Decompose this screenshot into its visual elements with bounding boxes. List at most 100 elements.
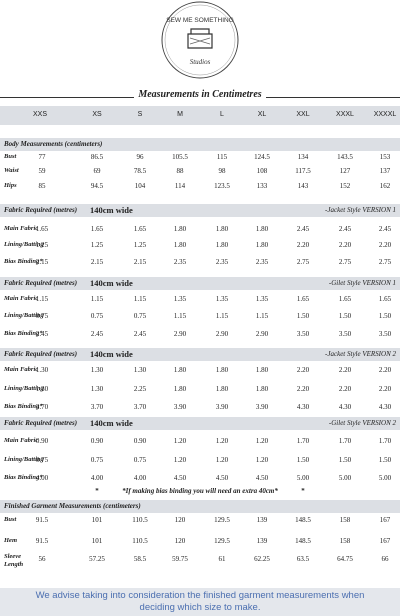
footer: We advise taking into consideration the … <box>35 590 365 613</box>
cell-value: 129.5 <box>214 537 230 545</box>
cell-value: 3.50 <box>338 330 352 338</box>
cell-value: 2.15 <box>35 258 49 266</box>
cell-value: 139 <box>256 516 268 524</box>
cell-value: 2.15 <box>90 258 104 266</box>
cell-value: 101 <box>91 516 103 524</box>
section-band <box>0 138 400 151</box>
cell-value: 98 <box>218 167 226 175</box>
cell-value: 143 <box>297 182 309 190</box>
cell-value: 0.75 <box>133 456 147 464</box>
cell-value: 105.5 <box>172 153 188 161</box>
cell-value: 1.30 <box>90 385 104 393</box>
cell-value: 133 <box>256 182 268 190</box>
cell-value: 158 <box>339 516 351 524</box>
cell-value: 2.75 <box>338 258 352 266</box>
garment-style: -Jacket Style VERSION 1 <box>325 206 396 214</box>
cell-value: 0.75 <box>90 456 104 464</box>
cell-value: 1.65 <box>296 295 310 303</box>
cell-value: 96 <box>136 153 144 161</box>
cell-value: 0.75 <box>133 312 147 320</box>
footer-band <box>0 588 400 616</box>
cell-value: 3.70 <box>133 403 147 411</box>
cell-value: 1.30 <box>35 366 49 374</box>
cell-value: 1.25 <box>35 241 49 249</box>
garment-style: -Gilet Style VERSION 2 <box>328 419 396 427</box>
cell-value: 1.65 <box>133 225 147 233</box>
cell-value: 1.50 <box>338 312 352 320</box>
cell-value: 162 <box>379 182 391 190</box>
fabric-width: 140cm wide <box>90 278 133 288</box>
cell-value: 1.50 <box>338 456 352 464</box>
cell-value: 1.80 <box>215 366 229 374</box>
cell-value: 94.5 <box>90 182 104 190</box>
row-label: Hem <box>4 537 17 544</box>
row-label: Main Fabric <box>4 366 39 373</box>
cell-value: 120 <box>174 537 186 545</box>
garment-style: -Gilet Style VERSION 1 <box>328 279 396 287</box>
garment-style: -Jacket Style VERSION 2 <box>325 350 396 358</box>
heading: Measurements in Centimetres <box>0 89 400 100</box>
cell-value: 120 <box>174 516 186 524</box>
heading-text: Measurements in Centimetres <box>134 89 266 100</box>
cell-value: 114 <box>174 182 186 190</box>
cell-value: 1.50 <box>378 456 392 464</box>
cell-value: 4.30 <box>378 403 392 411</box>
cell-value: 2.75 <box>378 258 392 266</box>
cell-value: 158 <box>339 537 351 545</box>
row-label: Main Fabric <box>4 295 39 302</box>
cell-value: 1.70 <box>338 437 352 445</box>
size-header: XXS <box>32 111 48 118</box>
cell-value: 91.5 <box>35 516 49 524</box>
cell-value: 1.15 <box>173 312 187 320</box>
cell-value: 129.5 <box>214 516 230 524</box>
note-mark: * <box>95 487 99 495</box>
cell-value: 2.20 <box>338 366 352 374</box>
size-header: XXXXL <box>373 111 397 118</box>
cell-value: 2.20 <box>338 385 352 393</box>
cell-value: 64.75 <box>337 555 353 563</box>
cell-value: 2.35 <box>255 258 269 266</box>
cell-value: 1.80 <box>215 241 229 249</box>
logo: SEW ME SOMETHING Studios <box>161 1 239 79</box>
cell-value: 1.80 <box>173 366 187 374</box>
cell-value: 0.75 <box>35 312 49 320</box>
section-title: Body Measurements (centimeters) <box>4 140 103 148</box>
row-label: Bias Binding* <box>4 258 43 265</box>
row-label: Hips <box>4 182 17 189</box>
cell-value: 1.50 <box>378 312 392 320</box>
cell-value: 152 <box>339 182 351 190</box>
cell-value: 148.5 <box>295 537 311 545</box>
cell-value: 66 <box>381 555 389 563</box>
size-header: XXXL <box>336 111 354 118</box>
note-mark: * <box>301 487 305 495</box>
cell-value: 59.75 <box>172 555 188 563</box>
section-band <box>0 500 400 513</box>
cell-value: 2.25 <box>133 385 147 393</box>
cell-value: 1.15 <box>133 295 147 303</box>
cell-value: 2.45 <box>35 330 49 338</box>
cell-value: 69 <box>93 167 101 175</box>
row-label: Lining/Batting <box>4 385 44 392</box>
cell-value: 2.90 <box>215 330 229 338</box>
cell-value: 134 <box>297 153 309 161</box>
row-label: Waist <box>4 167 19 174</box>
cell-value: 1.70 <box>378 437 392 445</box>
cell-value: 4.00 <box>90 474 104 482</box>
cell-value: 110.5 <box>132 537 148 545</box>
size-header: XS <box>92 111 102 118</box>
cell-value: 1.20 <box>255 456 269 464</box>
cell-value: 1.15 <box>255 312 269 320</box>
cell-value: 5.00 <box>338 474 352 482</box>
size-header: XXL <box>296 111 310 118</box>
cell-value: 2.45 <box>90 330 104 338</box>
cell-value: 1.20 <box>215 437 229 445</box>
section-title: Fabric Required (metres) <box>4 279 78 287</box>
cell-value: 2.20 <box>338 241 352 249</box>
fabric-width: 140cm wide <box>90 205 133 215</box>
cell-value: 3.50 <box>296 330 310 338</box>
cell-value: 1.20 <box>255 437 269 445</box>
cell-value: 3.90 <box>173 403 187 411</box>
section-title: Fabric Required (metres) <box>4 206 78 214</box>
cell-value: 91.5 <box>35 537 49 545</box>
cell-value: 117.5 <box>295 167 311 175</box>
